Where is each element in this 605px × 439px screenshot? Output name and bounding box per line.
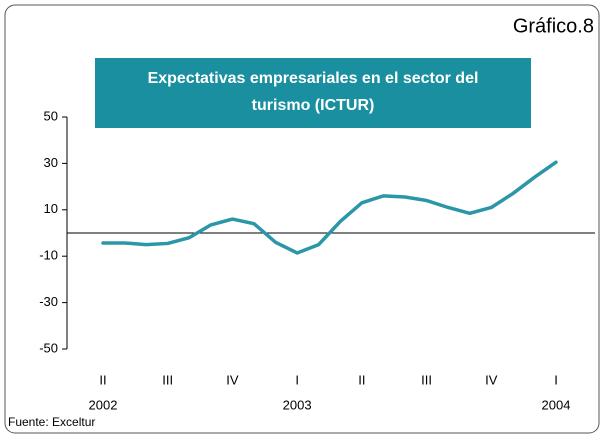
y-tick-label: 10 [44, 201, 58, 216]
x-tick-label: I [295, 372, 299, 387]
y-tick-label: -50 [39, 340, 58, 355]
y-tick-label: -10 [39, 248, 58, 263]
y-tick-label: -30 [39, 294, 58, 309]
year-label: 2004 [542, 397, 571, 412]
year-label: 2002 [89, 397, 118, 412]
chart-title: turismo (ICTUR) [252, 97, 375, 114]
x-tick-label: IV [226, 372, 239, 387]
x-tick-label: II [358, 372, 365, 387]
chart-label: Gráfico.8 [513, 15, 594, 37]
x-tick-label: IV [485, 372, 498, 387]
x-tick-label: I [554, 372, 558, 387]
line-series [101, 160, 558, 255]
y-tick-label: 50 [44, 108, 58, 123]
year-label: 2003 [283, 397, 312, 412]
y-tick-label: 30 [44, 155, 58, 170]
x-tick-label: III [421, 372, 432, 387]
source: Fuente: Exceltur [8, 415, 95, 429]
title-box [95, 58, 531, 128]
x-tick-label: II [99, 372, 106, 387]
x-tick-label: III [162, 372, 173, 387]
chart-title: Expectativas empresariales en el sector … [148, 70, 479, 87]
